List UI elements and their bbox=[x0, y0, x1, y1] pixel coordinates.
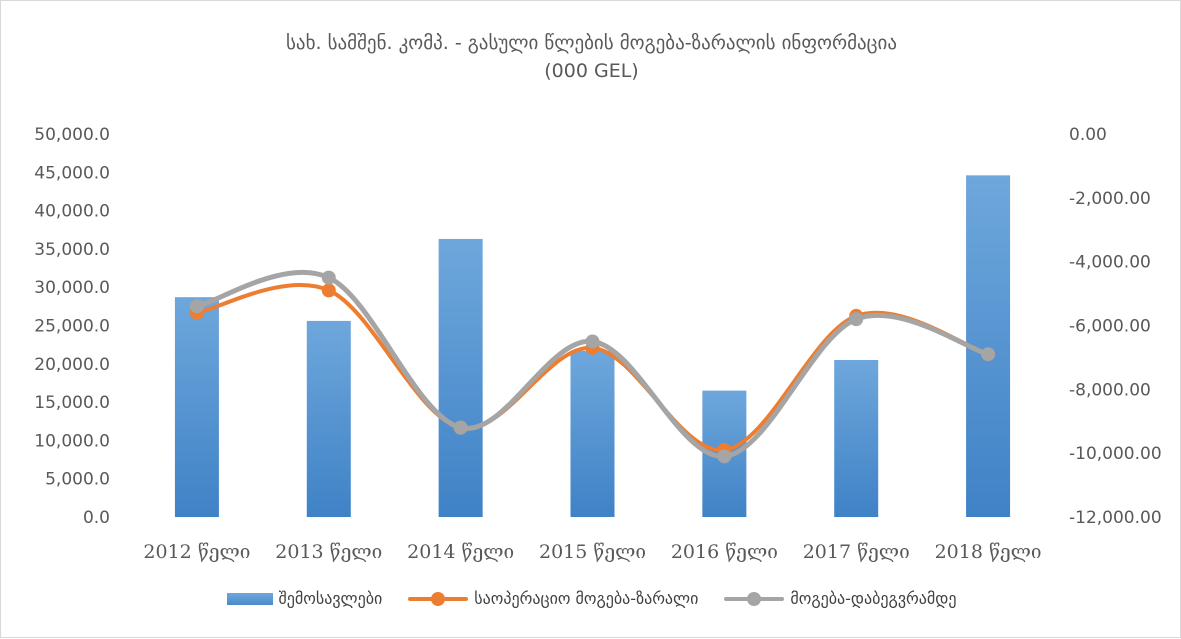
y-right-tick-label: -10,000.00 bbox=[1069, 444, 1162, 464]
legend-item-operating-profit: საოპერაციო მოგება-ზარალი bbox=[408, 589, 698, 608]
legend-label-operating-profit: საოპერაციო მოგება-ზარალი bbox=[474, 589, 699, 608]
y-left-tick-label: 40,000.0 bbox=[34, 202, 110, 222]
legend-item-revenue: შემოსავლები bbox=[226, 589, 383, 608]
y-right-tick-label: -6,000.00 bbox=[1069, 317, 1151, 337]
bar-revenue bbox=[834, 359, 879, 517]
point-pretax-profit bbox=[321, 270, 336, 285]
y-left-tick-label: 5,000.0 bbox=[45, 470, 110, 490]
point-pretax-profit bbox=[717, 449, 732, 464]
x-tick-label: 2017 წელი bbox=[803, 541, 910, 563]
y-left-tick-label: 25,000.0 bbox=[34, 317, 110, 337]
legend-item-pretax-profit: მოგება-დაბეგვრამდე bbox=[724, 589, 956, 608]
y-right-tick-label: -12,000.00 bbox=[1069, 508, 1162, 528]
bar-revenue bbox=[174, 297, 219, 517]
y-right-tick-label: -2,000.00 bbox=[1069, 189, 1151, 209]
legend-label-pretax-profit: მოგება-დაბეგვრამდე bbox=[790, 589, 957, 608]
chart-title-line2: (000 GEL) bbox=[544, 60, 639, 82]
y-left-tick-label: 50,000.0 bbox=[34, 125, 110, 145]
y-left-tick-label: 20,000.0 bbox=[34, 355, 110, 375]
point-pretax-profit bbox=[453, 420, 468, 435]
legend-swatch-pretax-profit bbox=[724, 591, 785, 606]
x-tick-label: 2013 წელი bbox=[275, 541, 382, 563]
legend-swatch-operating-profit bbox=[408, 591, 469, 606]
legend-swatch-revenue bbox=[226, 592, 273, 605]
y-right-tick-label: -8,000.00 bbox=[1069, 380, 1151, 400]
point-operating-profit bbox=[321, 283, 336, 298]
legend-label-revenue: შემოსავლები bbox=[278, 589, 383, 608]
y-left-tick-label: 0.0 bbox=[83, 508, 110, 528]
bar-revenue bbox=[306, 320, 351, 517]
x-tick-label: 2018 წელი bbox=[935, 541, 1042, 563]
chart-legend: შემოსავლები საოპერაციო მოგება-ზარალი მოგ… bbox=[1, 589, 1181, 608]
y-right-tick-label: 0.00 bbox=[1069, 125, 1107, 145]
bar-revenue bbox=[438, 238, 483, 517]
chart-title-line1: სახ. სამშენ. კომპ. - გასული წლების მოგებ… bbox=[286, 32, 897, 54]
y-right-tick-label: -4,000.00 bbox=[1069, 253, 1151, 273]
y-left-tick-label: 15,000.0 bbox=[34, 393, 110, 413]
y-left-tick-label: 35,000.0 bbox=[34, 240, 110, 260]
y-left-tick-label: 30,000.0 bbox=[34, 278, 110, 298]
point-pretax-profit bbox=[981, 347, 996, 362]
x-tick-label: 2015 წელი bbox=[539, 541, 646, 563]
bar-revenue bbox=[570, 350, 615, 517]
point-pretax-profit bbox=[189, 299, 204, 314]
x-tick-label: 2014 წელი bbox=[407, 541, 514, 563]
chart-title: სახ. სამშენ. კომპ. - გასული წლების მოგებ… bbox=[1, 29, 1181, 85]
y-left-tick-label: 10,000.0 bbox=[34, 431, 110, 451]
x-tick-label: 2012 წელი bbox=[143, 541, 250, 563]
point-pretax-profit bbox=[585, 334, 600, 349]
point-pretax-profit bbox=[849, 312, 864, 327]
x-tick-label: 2016 წელი bbox=[671, 541, 778, 563]
y-left-tick-label: 45,000.0 bbox=[34, 163, 110, 183]
